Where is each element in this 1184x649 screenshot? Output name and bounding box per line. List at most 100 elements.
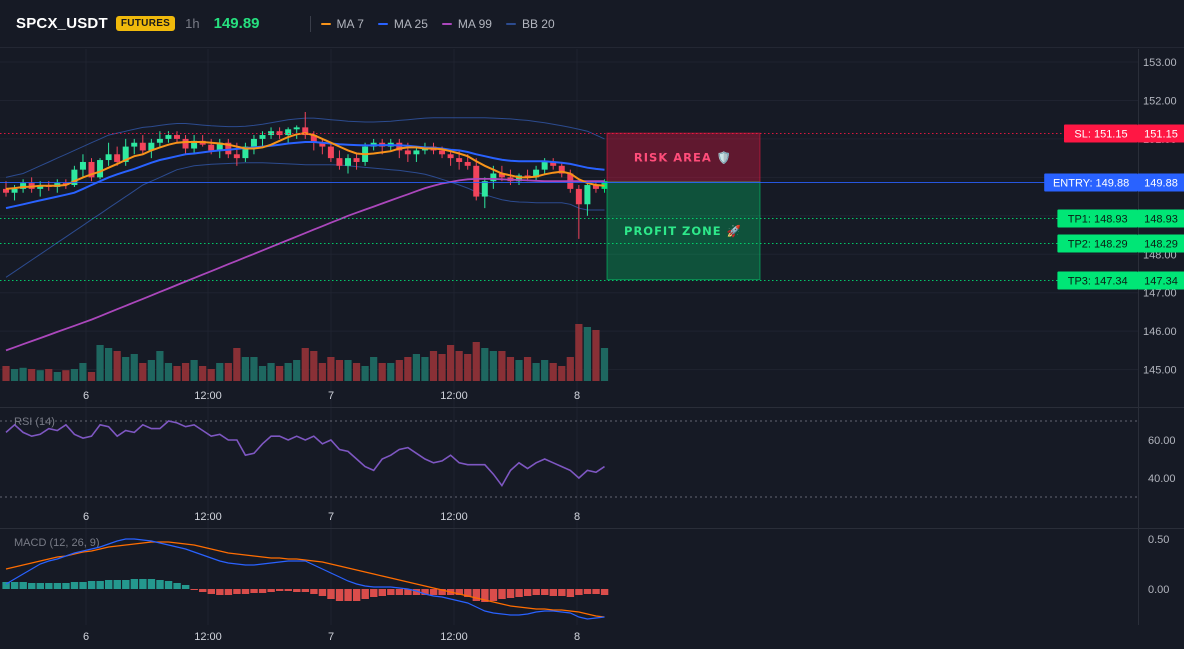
rsi-title: RSI (14) — [14, 416, 55, 428]
candle — [533, 169, 540, 178]
legend-ma99[interactable]: MA 99 — [441, 17, 492, 31]
legend-bb20[interactable]: BB 20 — [505, 16, 555, 31]
macd-histogram-bar — [344, 589, 352, 601]
volume-bar — [318, 363, 326, 381]
candle — [575, 188, 582, 205]
legend-ma99-swatch — [441, 22, 452, 25]
legend-ma25[interactable]: MA 25 — [377, 16, 428, 31]
candle — [302, 127, 309, 136]
legend-ma7[interactable]: MA 7 — [320, 16, 364, 31]
macd-histogram-bar — [130, 579, 139, 589]
macd-histogram-bar — [438, 589, 446, 595]
macd-histogram-bar — [276, 589, 284, 591]
volume-bar — [515, 360, 523, 381]
time-axis-tick: 8 — [574, 390, 580, 402]
candle — [353, 158, 360, 162]
volume-bar — [558, 366, 566, 381]
macd-histogram-bar — [566, 589, 575, 597]
time-axis-tick: 12:00 — [440, 631, 468, 643]
volume-bar — [421, 357, 429, 381]
volume-bar — [147, 360, 155, 381]
macd-histogram-bar — [421, 589, 429, 595]
candle — [456, 158, 463, 162]
candle — [225, 142, 232, 155]
macd-histogram-bar — [113, 580, 121, 589]
axis-tag-0 — [1138, 124, 1184, 143]
volume-bar — [122, 357, 130, 381]
macd-histogram-bar — [28, 583, 36, 589]
macd-histogram-bar — [378, 589, 386, 596]
macd-histogram-bar — [310, 589, 318, 594]
candle — [464, 161, 471, 166]
volume-bar — [267, 363, 275, 381]
axis-tag-2 — [1138, 209, 1184, 228]
volume-bar — [438, 354, 446, 381]
candle — [114, 154, 121, 162]
volume-bar — [199, 366, 207, 381]
axis-tag-3 — [1138, 234, 1184, 253]
legend-bb20-label: BB 20 — [521, 16, 555, 31]
volume-bar — [566, 357, 574, 381]
time-axis-tick: 12:00 — [194, 390, 222, 402]
volume-bar — [549, 363, 557, 381]
macd-histogram-bar — [583, 589, 592, 594]
legend-ma7-swatch — [320, 22, 331, 25]
volume-bar — [10, 369, 19, 381]
time-axis-tick: 7 — [328, 511, 334, 523]
candle — [3, 188, 9, 193]
candle — [541, 161, 548, 170]
price-axis-tick: 153.00 — [1143, 57, 1177, 69]
macd-histogram-bar — [62, 583, 70, 589]
ma25-line — [5, 141, 605, 210]
volume-bar — [523, 357, 532, 381]
volume-bar — [241, 357, 249, 381]
volume-bar — [224, 363, 232, 381]
timeframe-label[interactable]: 1h — [185, 16, 200, 31]
candle — [293, 127, 300, 130]
candle — [156, 138, 163, 143]
volume-bar — [113, 351, 121, 381]
level-tag-2 — [1057, 209, 1138, 228]
volume-bar — [28, 369, 36, 381]
ma99-line — [5, 178, 605, 352]
axis-tag-label-1: 149.88 — [1144, 178, 1178, 190]
macd-histogram-bar — [506, 589, 515, 598]
volume-bar — [327, 357, 335, 381]
symbol-name[interactable]: SPCX_USDT — [16, 15, 108, 32]
volume-bar — [233, 348, 241, 381]
candle — [592, 185, 599, 189]
macd-title: MACD (12, 26, 9) — [14, 537, 100, 549]
time-axis-tick: 12:00 — [440, 390, 468, 402]
candle — [310, 135, 317, 143]
candle — [208, 144, 215, 151]
macd-histogram-bar — [105, 580, 113, 589]
candle — [250, 138, 257, 147]
candle — [259, 135, 266, 139]
candle — [131, 142, 138, 147]
volume-bar — [352, 363, 361, 381]
macd-histogram-bar — [199, 589, 207, 592]
macd-histogram-bar — [558, 589, 566, 596]
futures-badge: FUTURES — [115, 16, 176, 31]
candle — [97, 160, 104, 178]
time-axis-tick: 12:00 — [194, 631, 222, 643]
volume-bar — [532, 363, 540, 381]
legend-ma7-label: MA 7 — [336, 16, 364, 31]
volume-bar — [412, 354, 420, 381]
macd-histogram-bar — [592, 589, 600, 594]
candle — [191, 140, 198, 149]
candle — [276, 131, 283, 136]
legend-ma25-label: MA 25 — [393, 16, 428, 31]
level-tag-label-4: TP3: 147.34 — [1068, 276, 1128, 288]
macd-line — [5, 538, 605, 620]
volume-bar — [447, 345, 455, 381]
time-axis-tick: 6 — [83, 511, 89, 523]
volume-bar — [258, 366, 267, 381]
candle — [473, 165, 480, 197]
rsi-line — [5, 420, 605, 488]
candle — [216, 142, 223, 151]
volume-bar — [489, 351, 497, 381]
macd-histogram-bar — [2, 582, 10, 589]
axis-tag-label-3: 148.29 — [1144, 239, 1178, 251]
